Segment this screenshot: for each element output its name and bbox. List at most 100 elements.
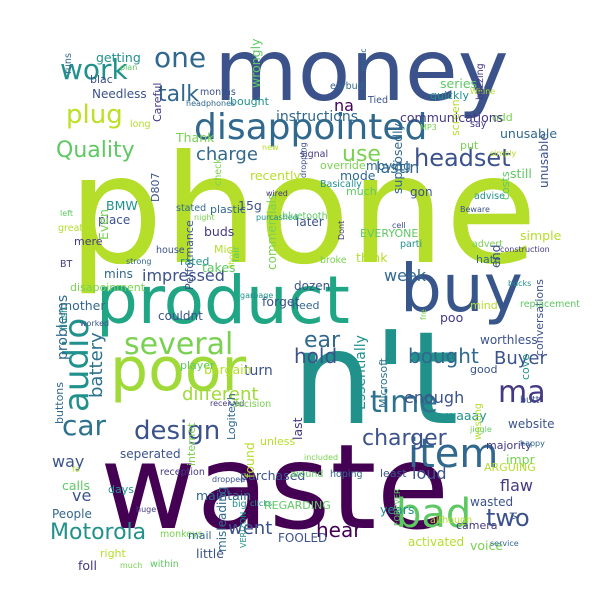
small-word: vl [509, 511, 520, 520]
small-word: simple [520, 228, 562, 243]
small-word: put [460, 139, 479, 152]
small-word: VERIZON [239, 511, 248, 548]
small-word: recently [250, 168, 301, 183]
small-word: dropped [212, 475, 246, 484]
small-word: thorn [227, 246, 236, 268]
small-word: hate [476, 253, 501, 266]
small-word: much [346, 185, 377, 198]
small-word: right [100, 547, 126, 560]
word-wasted: wasted [470, 495, 514, 509]
small-word: Even [96, 209, 111, 240]
word-website: website [508, 417, 555, 431]
small-word: although [430, 515, 473, 526]
small-word: plan [120, 63, 138, 72]
small-word: dropping [299, 142, 308, 178]
small-word: waaay [446, 408, 487, 423]
small-word: signal [300, 149, 329, 160]
word-ve: ve [72, 486, 92, 505]
word-use: use [342, 142, 381, 167]
small-word: impr [506, 452, 535, 467]
small-word: Logitech [225, 393, 238, 440]
word-couldnt: couldnt [158, 309, 203, 323]
small-word: house [156, 245, 185, 256]
word-one: one [154, 41, 207, 74]
word-buttons: buttons [53, 381, 66, 424]
small-word: clicks [250, 499, 273, 508]
small-word: check [213, 158, 224, 186]
small-word: runs [63, 53, 74, 74]
small-word: advise [474, 191, 505, 202]
small-word: Whine [470, 87, 496, 96]
word-several: several [124, 327, 234, 362]
small-word: supposedly [390, 123, 405, 194]
small-word: internet [185, 422, 198, 467]
word-bad: bad [396, 491, 472, 537]
small-word: years [380, 502, 415, 517]
small-word: included [304, 453, 339, 462]
word-disappointed: disappointed [194, 107, 428, 148]
word-unusable: unusable [537, 133, 551, 188]
small-word: voice [470, 538, 504, 553]
small-word: much [120, 561, 143, 570]
word-talk: talk [158, 82, 199, 107]
small-word: Basically [320, 179, 362, 190]
small-word: mere [74, 235, 103, 248]
small-word: fo [72, 465, 80, 474]
word-essentially: Essentially [353, 335, 369, 410]
small-word: say [470, 119, 487, 130]
small-word: Mic [214, 243, 233, 256]
small-word: D807 [149, 172, 162, 202]
word-quality: Quality [56, 138, 135, 163]
word-two: two [486, 504, 530, 532]
small-word: cell [392, 221, 406, 230]
small-word: BT [60, 259, 73, 270]
word-battery: battery [86, 332, 107, 398]
small-word: earbud [330, 81, 364, 92]
small-word: forget [262, 294, 300, 309]
small-word: wasting [473, 403, 484, 440]
small-word: little [196, 546, 224, 561]
small-word: service [490, 539, 519, 548]
word-work: work [60, 53, 128, 86]
word-way: way [52, 452, 85, 471]
word-instructions: instructions [276, 109, 358, 125]
small-word: disapoinment [70, 281, 146, 294]
small-word: butt [520, 395, 540, 406]
word-seperated: seperated [120, 447, 181, 461]
small-word: worked [80, 319, 110, 328]
word-week: week [384, 266, 427, 285]
small-word: wired [266, 189, 288, 198]
small-word: Careful [151, 82, 164, 122]
small-word: MP3 [420, 123, 437, 132]
small-word: fre [419, 309, 428, 320]
word-arguing: ARGUING [484, 461, 536, 474]
word-later: later [296, 215, 324, 229]
small-word: maintain [196, 488, 252, 503]
small-word: mother [60, 298, 106, 313]
small-word: bargain [204, 362, 252, 377]
word-people: People [52, 507, 92, 521]
small-word: rated [180, 255, 210, 268]
word-place: place [98, 213, 131, 227]
small-word: received [210, 399, 245, 408]
word-different: different [182, 384, 259, 405]
small-word: communications [400, 110, 504, 125]
word-time: time [370, 385, 438, 420]
small-word: Beware [460, 205, 490, 214]
small-word: think [356, 250, 388, 265]
word-n-t: n't [292, 305, 459, 454]
small-word: flush [59, 307, 70, 330]
small-word: 15g [238, 198, 262, 213]
small-word: advert [472, 239, 503, 250]
small-word: EVERYONE [360, 227, 419, 240]
word-design: design [134, 416, 221, 446]
small-word: co [446, 351, 458, 362]
small-word: big [232, 499, 247, 510]
small-word: long [130, 119, 151, 130]
word-waste: waste [100, 418, 450, 556]
small-word: FOREVER [393, 488, 402, 526]
small-word: still [510, 166, 532, 181]
word-enough: enough [404, 388, 465, 407]
small-word: great [58, 223, 84, 234]
